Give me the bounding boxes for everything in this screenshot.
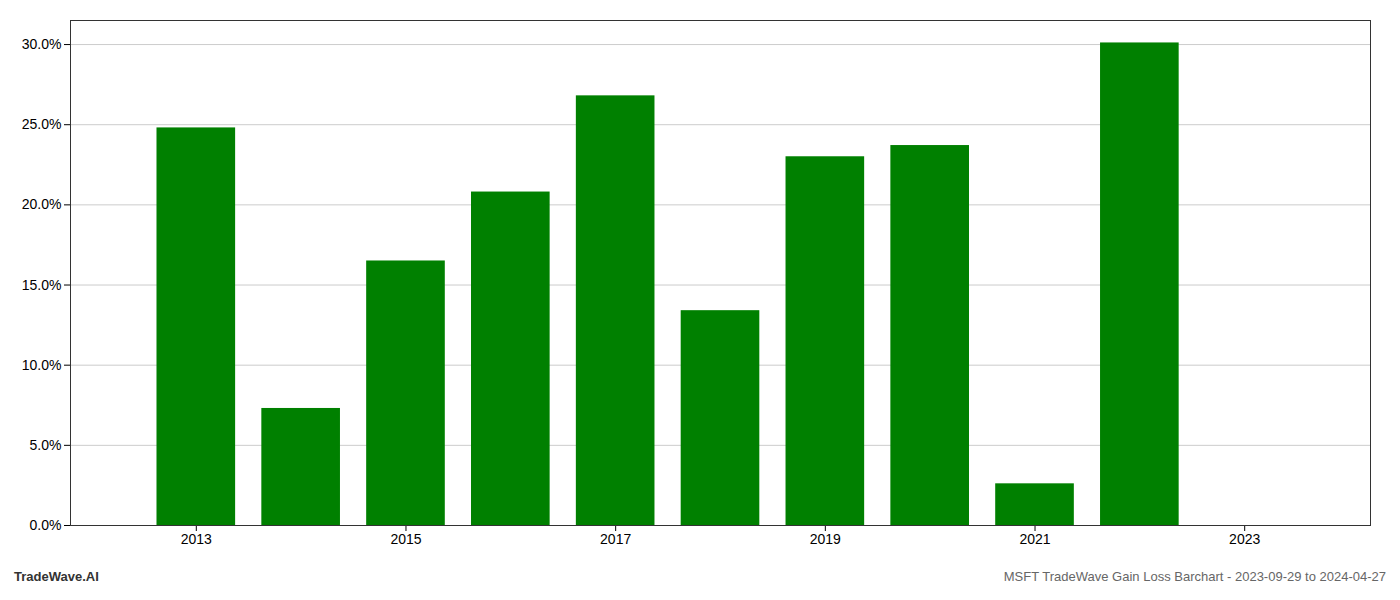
html-text:MSFT TradeWave Gain Loss Barch: MSFT TradeWave Gain Loss Barchart - 2023… xyxy=(1003,569,1386,584)
svg-text:25.0%: 25.0% xyxy=(22,116,62,132)
svg-text:15.0%: 15.0% xyxy=(22,277,62,293)
svg-text:10.0%: 10.0% xyxy=(22,357,62,373)
svg-text:2023: 2023 xyxy=(1229,531,1260,547)
svg-text:2017: 2017 xyxy=(600,531,631,547)
svg-text:20.0%: 20.0% xyxy=(22,196,62,212)
svg-text:30.0%: 30.0% xyxy=(22,36,62,52)
svg-text:2013: 2013 xyxy=(181,531,212,547)
svg-text:2021: 2021 xyxy=(1019,531,1050,547)
svg-text:0.0%: 0.0% xyxy=(30,517,62,533)
svg-text:5.0%: 5.0% xyxy=(30,437,62,453)
svg-text:2015: 2015 xyxy=(390,531,421,547)
html-text:TradeWave.AI: TradeWave.AI xyxy=(14,569,99,584)
svg-text:2019: 2019 xyxy=(810,531,841,547)
